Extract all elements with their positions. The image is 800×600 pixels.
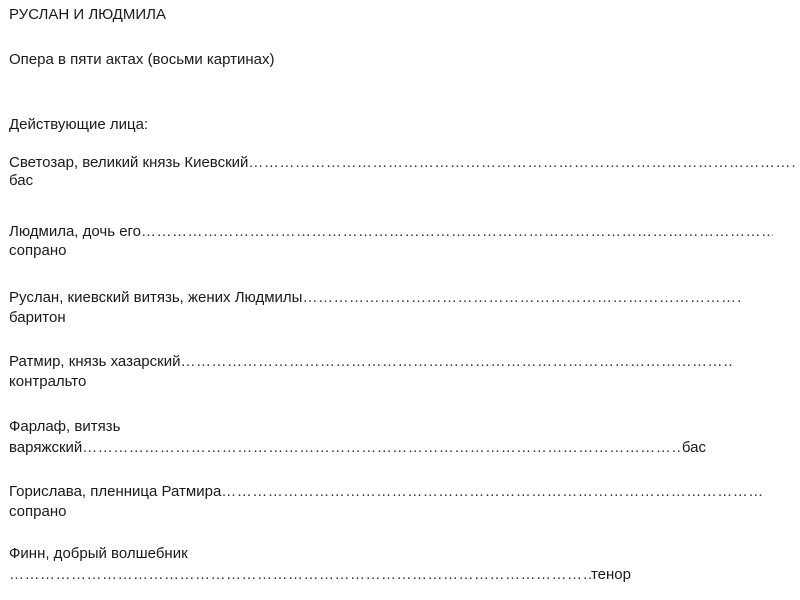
dot-leader — [180, 353, 733, 371]
voice-type: бас — [681, 439, 706, 456]
character-name-cont: варяжский — [9, 439, 83, 456]
voice-type: сопрано — [9, 503, 67, 520]
character-name: Фарлаф, витязь — [9, 418, 121, 435]
dot-leader — [9, 566, 591, 584]
character-name: Ратмир, князь хазарский — [9, 353, 181, 370]
character-name: Финн, добрый волшебник — [9, 545, 188, 562]
voice-type: баритон — [9, 309, 66, 326]
dot-leader — [141, 223, 773, 241]
voice-type: сопрано — [9, 242, 67, 259]
character-name: Горислава, пленница Ратмира — [9, 483, 222, 500]
document-title: РУСЛАН И ЛЮДМИЛА — [9, 6, 166, 23]
dot-leader — [248, 154, 795, 172]
dot-leader — [302, 289, 740, 307]
character-name: Руслан, киевский витязь, жених Людмилы — [9, 289, 303, 306]
document-subtitle: Опера в пяти актах (восьми картинах) — [9, 51, 275, 68]
character-name: Людмила, дочь его — [9, 223, 142, 240]
character-name: Светозар, великий князь Киевский — [9, 154, 249, 171]
dot-leader — [82, 439, 682, 457]
voice-type: тенор — [590, 566, 631, 583]
voice-type: бас — [9, 172, 34, 189]
cast-heading: Действующие лица: — [9, 116, 149, 133]
dot-leader — [221, 483, 765, 501]
voice-type: контральто — [9, 373, 87, 390]
